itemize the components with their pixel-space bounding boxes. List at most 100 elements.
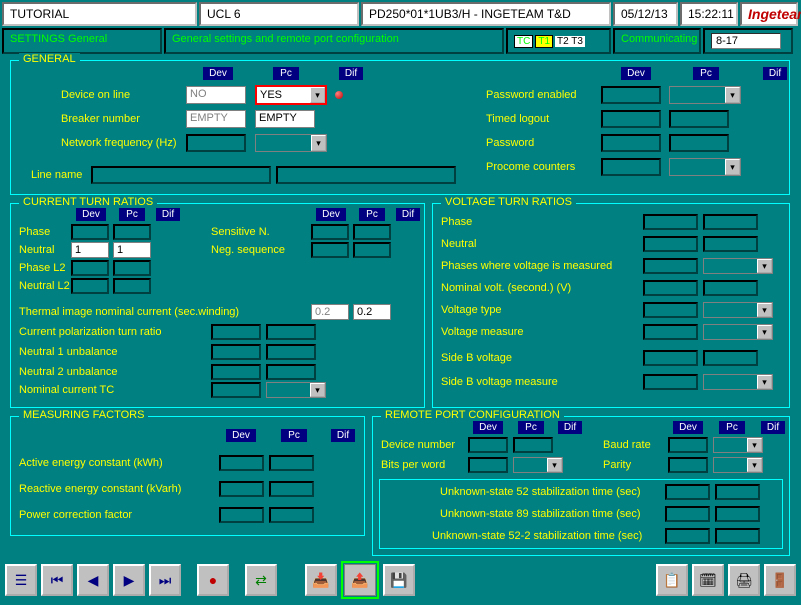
last-icon[interactable]: ⏭ [149,564,181,596]
inp-vtr-sideBv-pc[interactable] [703,350,758,366]
calendar-icon[interactable]: 🗓 [692,564,724,596]
inp-ctr-sensN-pc[interactable] [353,224,391,240]
download-icon[interactable]: 📥 [305,564,337,596]
inp-vtr-vtype-dev[interactable] [643,302,698,318]
combo-ctr-nomTC-pc[interactable] [266,382,326,398]
inp-rpc-u522-dev[interactable] [665,528,710,544]
combo-netfreq-pc[interactable] [255,134,327,152]
inp-rpc-u522-pc[interactable] [715,528,760,544]
chevron-down-icon[interactable] [747,458,762,472]
first-icon[interactable]: ⏮ [41,564,73,596]
inp-ctr-nL2-pc[interactable] [113,278,151,294]
sync-icon[interactable]: ⇄ [245,564,277,596]
list-icon[interactable]: ☰ [5,564,37,596]
combo-vtr-sideBvm-pc[interactable] [703,374,773,390]
chevron-down-icon[interactable] [547,458,562,472]
inp-vtr-neutral-dev[interactable] [643,236,698,252]
inp-rpc-bpw-dev[interactable] [468,457,508,473]
inp-ctr-polar-pc[interactable] [266,324,316,340]
inp-ctr-neutral-pc[interactable]: 1 [113,242,151,258]
inp-ctr-phase-pc[interactable] [113,224,151,240]
chevron-down-icon[interactable] [757,259,772,273]
inp-ctr-neutral-dev[interactable]: 1 [71,242,109,258]
inp-linename-pc[interactable] [276,166,456,184]
combo-rpc-baud-pc[interactable] [713,437,763,453]
upload-icon[interactable]: 📤 [344,564,376,596]
inp-ctr-thermal-pc[interactable]: 0.2 [353,304,391,320]
inp-mf-power-pc[interactable] [269,507,314,523]
prev-icon[interactable]: ◀ [77,564,109,596]
inp-pwden-dev[interactable] [601,86,661,104]
inp-ctr-polar-dev[interactable] [211,324,261,340]
chevron-down-icon[interactable] [757,325,772,339]
print-icon[interactable]: 🖨 [728,564,760,596]
inp-ctr-sensN-dev[interactable] [311,224,349,240]
record-icon[interactable]: ● [197,564,229,596]
tc-rest[interactable]: T2 T3 [555,36,585,47]
inp-ctr-nomTC-dev[interactable] [211,382,261,398]
inp-mf-reactive-pc[interactable] [269,481,314,497]
chevron-down-icon[interactable] [747,438,762,452]
inp-ctr-thermal-dev[interactable]: 0.2 [311,304,349,320]
inp-rpc-baud-dev[interactable] [668,437,708,453]
chevron-down-icon[interactable] [310,383,325,397]
inp-vtr-sideBv-dev[interactable] [643,350,698,366]
inp-procome-dev[interactable] [601,158,661,176]
inp-ctr-n2unb-pc[interactable] [266,364,316,380]
chevron-down-icon[interactable] [310,87,325,103]
inp-ctr-negSeq-pc[interactable] [353,242,391,258]
combo-vtr-vmeas-pc[interactable] [703,324,773,340]
inp-vtr-phase-dev[interactable] [643,214,698,230]
inp-vtr-phwhere-dev[interactable] [643,258,698,274]
chevron-down-icon[interactable] [725,159,740,175]
chevron-down-icon[interactable] [311,135,326,151]
combo-pwden-pc[interactable] [669,86,741,104]
next-icon[interactable]: ▶ [113,564,145,596]
combo-procome-pc[interactable] [669,158,741,176]
inp-mf-power-dev[interactable] [219,507,264,523]
inp-ctr-pL2-dev[interactable] [71,260,109,276]
inp-devonline-dev[interactable]: NO [186,86,246,104]
inp-breaker-dev[interactable]: EMPTY [186,110,246,128]
inp-ctr-negSeq-dev[interactable] [311,242,349,258]
inp-vtr-phase-pc[interactable] [703,214,758,230]
inp-rpc-u89-dev[interactable] [665,506,710,522]
chevron-down-icon[interactable] [757,375,772,389]
inp-pwd-pc[interactable] [669,134,729,152]
inp-ctr-n2unb-dev[interactable] [211,364,261,380]
save-icon[interactable]: 💾 [383,564,415,596]
inp-rpc-parity-dev[interactable] [668,457,708,473]
inp-mf-active-pc[interactable] [269,455,314,471]
inp-pwd-dev[interactable] [601,134,661,152]
chevron-down-icon[interactable] [725,87,740,103]
combo-vtr-vtype-pc[interactable] [703,302,773,318]
copy-icon[interactable]: 📋 [656,564,688,596]
tc-t1[interactable]: T1 [535,35,553,48]
inp-vtr-nomvolt-dev[interactable] [643,280,698,296]
inp-rpc-devnum-dev[interactable] [468,437,508,453]
tc-selector[interactable]: TC T1 T2 T3 [506,28,611,54]
inp-rpc-devnum-pc[interactable] [513,437,553,453]
inp-mf-active-dev[interactable] [219,455,264,471]
combo-rpc-bpw-pc[interactable] [513,457,563,473]
inp-vtr-neutral-pc[interactable] [703,236,758,252]
inp-rpc-u52-pc[interactable] [715,484,760,500]
inp-rpc-u52-dev[interactable] [665,484,710,500]
inp-ctr-n1unb-dev[interactable] [211,344,261,360]
combo-devonline-pc[interactable]: YES [255,85,327,105]
inp-timed-dev[interactable] [601,110,661,128]
inp-ctr-n1unb-pc[interactable] [266,344,316,360]
combo-rpc-parity-pc[interactable] [713,457,763,473]
inp-timed-pc[interactable] [669,110,729,128]
combo-vtr-phwhere-pc[interactable] [703,258,773,274]
inp-mf-reactive-dev[interactable] [219,481,264,497]
inp-ctr-phase-dev[interactable] [71,224,109,240]
inp-rpc-u89-pc[interactable] [715,506,760,522]
chevron-down-icon[interactable] [757,303,772,317]
inp-netfreq-dev[interactable] [186,134,246,152]
inp-vtr-sideBvm-dev[interactable] [643,374,698,390]
exit-icon[interactable]: 🚪 [764,564,796,596]
inp-ctr-nL2-dev[interactable] [71,278,109,294]
inp-vtr-vmeas-dev[interactable] [643,324,698,340]
inp-vtr-nomvolt-pc[interactable] [703,280,758,296]
